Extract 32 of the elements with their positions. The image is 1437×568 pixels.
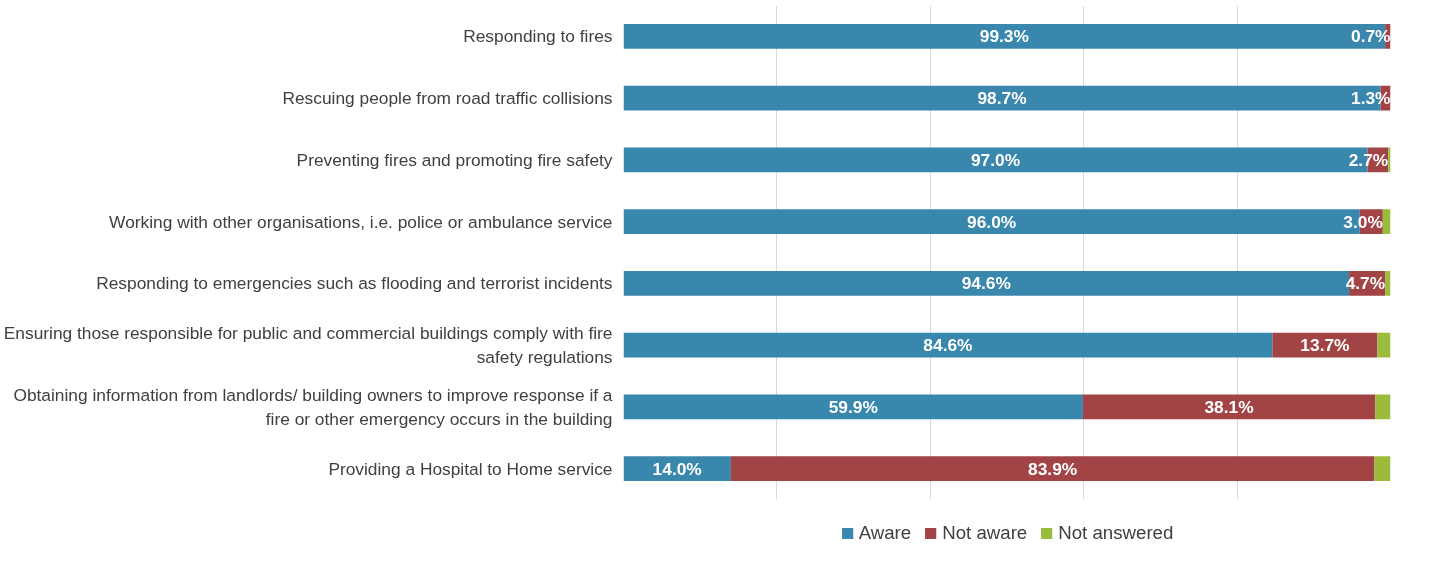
- bar: [1375, 394, 1391, 420]
- data-label: 1.3%: [1351, 88, 1391, 109]
- y-tick-label: Responding to emergencies such as flooding and terrorist incidents: [96, 273, 613, 294]
- bar: [1377, 332, 1391, 358]
- bar: [623, 394, 1083, 420]
- legend-label: Not answered: [1058, 521, 1174, 544]
- data-label: 59.9%: [828, 396, 878, 417]
- legend-label: Not aware: [942, 521, 1028, 544]
- y-tick-label: Rescuing people from road traffic collisions: [282, 88, 613, 109]
- legend-label: Aware: [858, 521, 912, 544]
- data-label: 97.0%: [970, 149, 1021, 170]
- y-tick-label: Preventing fires and promoting fire safety: [296, 149, 613, 170]
- bar: [730, 456, 1375, 481]
- y-tick-label: Working with other organisations, i.e. police or ambulance service: [109, 211, 613, 232]
- bar: [1374, 456, 1391, 481]
- data-label: 96.0%: [967, 211, 1017, 232]
- data-label: 38.1%: [1204, 396, 1254, 417]
- data-label: 13.7%: [1300, 335, 1350, 356]
- data-label: 98.7%: [977, 88, 1027, 109]
- data-label: 94.6%: [961, 273, 1011, 294]
- bar: [623, 332, 1273, 358]
- y-tick-label: Responding to fires: [463, 26, 613, 47]
- data-label: 14.0%: [652, 458, 702, 479]
- y-tick-label: Providing a Hospital to Home service: [328, 458, 613, 479]
- bar: [1082, 394, 1376, 420]
- data-label: 84.6%: [923, 335, 973, 356]
- y-tick-label: Ensuring those responsible for public and commercial buildings comply with fire safety regulations: [3, 323, 613, 368]
- data-label: 99.3%: [979, 26, 1029, 47]
- bar: [1382, 209, 1391, 234]
- y-tick-label: Obtaining information from landlords/ building owners to improve response if a fire or other emergency occurs in the building: [13, 384, 613, 429]
- bar: [1385, 271, 1391, 296]
- data-label: 83.9%: [1028, 458, 1078, 479]
